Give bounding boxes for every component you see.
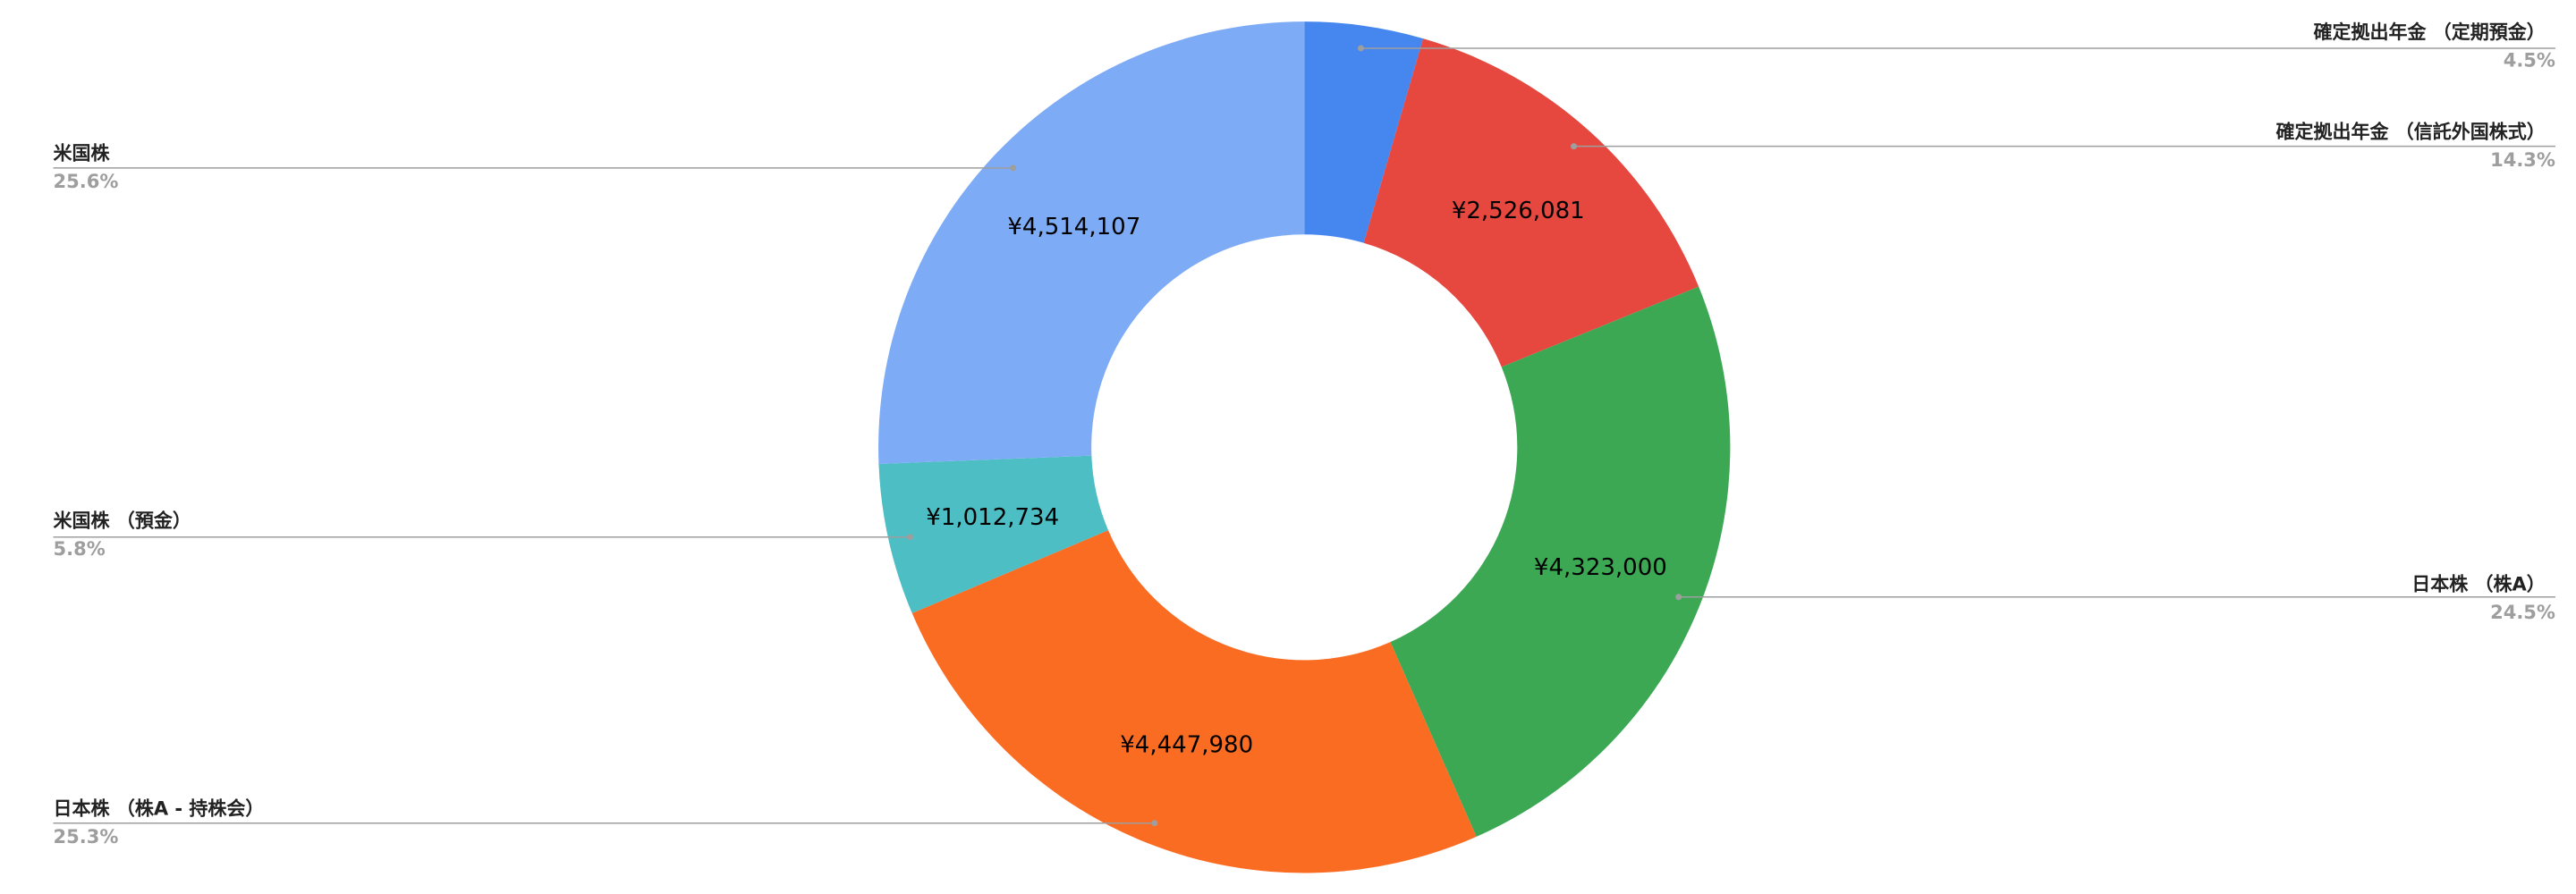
slice-3-legend-percent: 24.5% bbox=[2490, 602, 2555, 623]
slice-3-value-label: ¥4,323,000 bbox=[1534, 554, 1667, 581]
leader-lines-group bbox=[53, 45, 2555, 827]
slice-1 bbox=[1304, 21, 1424, 243]
slice-2-value-label: ¥2,526,081 bbox=[1452, 198, 1585, 224]
slice-2 bbox=[1363, 38, 1699, 367]
slice-5 bbox=[878, 455, 1108, 613]
slice-5-legend-name: 米国株 （預金） bbox=[54, 510, 191, 532]
slice-4-legend-name: 日本株 （株A - 持株会） bbox=[54, 797, 265, 819]
slice-2-legend-name: 確定拠出年金 （信託外国株式） bbox=[2275, 121, 2545, 142]
legend-labels-group: 確定拠出年金 （定期預金） 4.5% 確定拠出年金 （信託外国株式） 14.3% 日本株… bbox=[54, 21, 2555, 848]
slice-6-value-label: ¥4,514,107 bbox=[1007, 214, 1140, 240]
slice-6 bbox=[878, 21, 1305, 464]
slice-1-legend-percent: 4.5% bbox=[2504, 49, 2555, 71]
slice-4-legend-percent: 25.3% bbox=[54, 826, 119, 848]
slice-3-leader-dot bbox=[1675, 594, 1682, 601]
slice-5-value-label: ¥1,012,734 bbox=[926, 504, 1059, 531]
slices-group bbox=[878, 21, 1731, 873]
slice-4 bbox=[911, 530, 1477, 873]
slice-3 bbox=[1390, 286, 1731, 837]
slice-6-legend-percent: 25.6% bbox=[54, 171, 119, 192]
slice-5-leader-dot bbox=[906, 534, 913, 541]
slice-3-legend-name: 日本株 （株A） bbox=[2411, 573, 2546, 595]
slice-4-value-label: ¥4,447,980 bbox=[1120, 731, 1253, 758]
slice-2-leader-dot bbox=[1571, 143, 1578, 150]
value-labels-group: ¥2,526,081 ¥4,323,000 ¥4,447,980 ¥1,012,734… bbox=[926, 198, 1667, 758]
slice-1-legend-name: 確定拠出年金 （定期預金） bbox=[2313, 21, 2545, 43]
slice-4-leader-dot bbox=[1151, 820, 1158, 827]
slice-6-leader-dot bbox=[1010, 164, 1017, 172]
slice-5-legend-percent: 5.8% bbox=[54, 538, 106, 560]
slice-1-leader-dot bbox=[1357, 45, 1364, 52]
slice-6-legend-name: 米国株 bbox=[54, 143, 111, 164]
slice-2-legend-percent: 14.3% bbox=[2490, 149, 2555, 171]
